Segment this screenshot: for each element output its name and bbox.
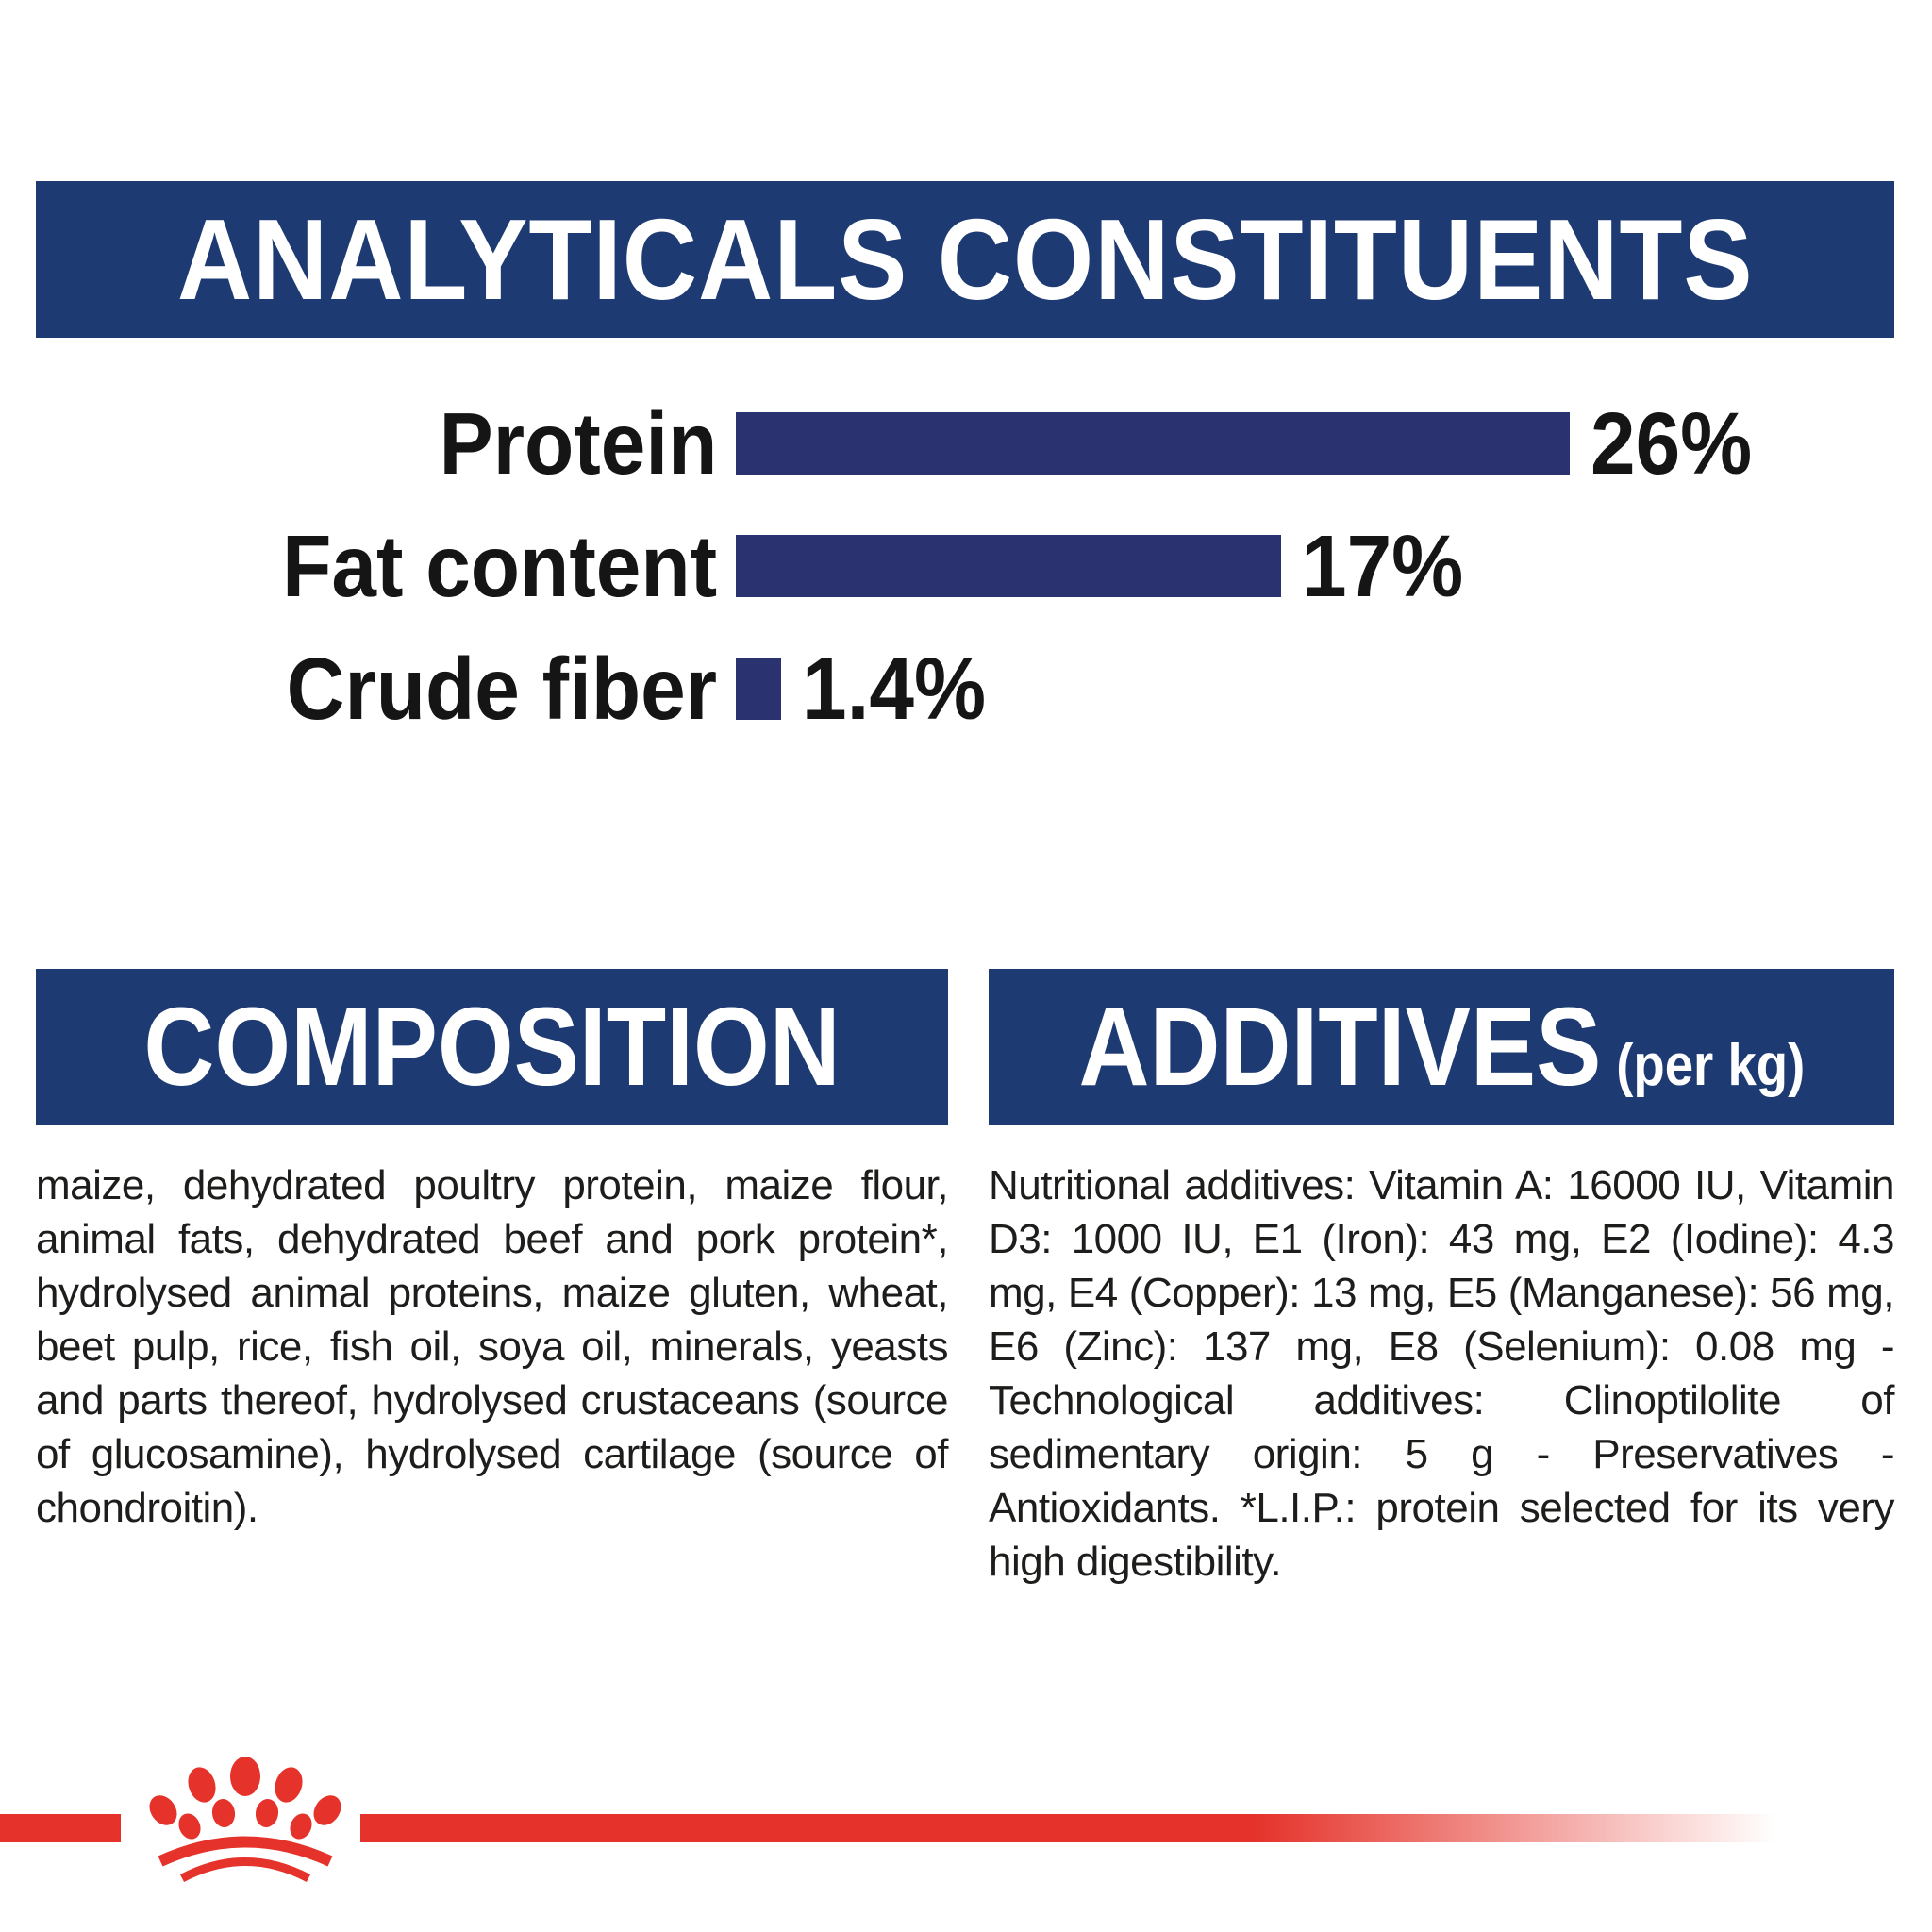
analyticals-header-bar: ANALYTICALS CONSTITUENTS: [36, 181, 1894, 338]
chart-row-fat: Fat content 17%: [0, 505, 1932, 627]
chart-category-label: Crude fiber: [286, 639, 717, 738]
additives-title-suffix: (per kg): [1615, 1033, 1805, 1098]
brand-line-left: [0, 1814, 121, 1842]
protein-value-label: 26%: [1591, 393, 1753, 492]
composition-body: maize, dehydrated poultry protein, maize…: [36, 1162, 949, 1531]
crude-fiber-bar: [736, 658, 781, 720]
protein-bar: [736, 412, 1570, 475]
additives-header-bar: ADDITIVES (per kg): [989, 969, 1894, 1125]
composition-title: COMPOSITION: [143, 985, 841, 1109]
fiber-value-label: 1.4%: [802, 639, 987, 738]
royal-canin-crown-icon: [149, 1757, 341, 1882]
fat-value-label: 17%: [1302, 516, 1464, 615]
chart-row-fiber: Crude fiber 1.4%: [0, 627, 1932, 750]
chart-category-label: Fat content: [281, 516, 717, 615]
composition-header-bar: COMPOSITION: [36, 969, 948, 1125]
analyticals-bar-chart: Protein 26% Fat content 17% Crude fiber …: [0, 382, 1932, 750]
additives-title: ADDITIVES (per kg): [1078, 985, 1805, 1109]
additives-body: Nutritional additives: Vitamin A: 16000 …: [989, 1162, 1895, 1585]
analyticals-title: ANALYTICALS CONSTITUENTS: [176, 195, 1754, 324]
fat-content-bar: [736, 535, 1281, 597]
chart-row-protein: Protein 26%: [0, 382, 1932, 505]
brand-line-right: [360, 1814, 1806, 1842]
chart-category-label: Protein: [439, 393, 717, 492]
